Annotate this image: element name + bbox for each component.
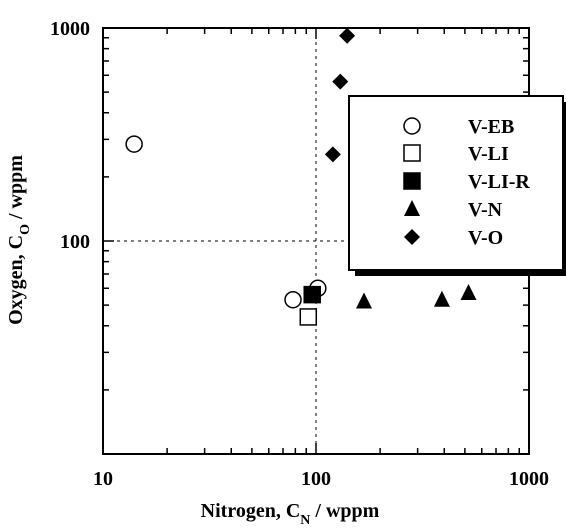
x-tick-label-10: 10 bbox=[93, 468, 113, 490]
data-point-v-o-2 bbox=[339, 27, 356, 44]
data-point-v-n-2 bbox=[460, 283, 477, 300]
data-point-v-eb-0 bbox=[125, 135, 143, 153]
x-tick-label-1000: 1000 bbox=[509, 468, 549, 490]
legend-label-v-n: V-N bbox=[468, 199, 503, 221]
legend-marker-v-o bbox=[404, 229, 420, 245]
x-axis-title-unit: / wppm bbox=[310, 500, 379, 522]
data-point-v-n-0 bbox=[355, 292, 372, 309]
legend-label-v-li: V-LI bbox=[468, 143, 509, 165]
data-point-v-o-0 bbox=[324, 146, 341, 163]
legend-marker-v-li bbox=[403, 144, 421, 162]
legend-label-v-o: V-O bbox=[468, 227, 503, 249]
legend-label-v-eb: V-EB bbox=[468, 116, 514, 138]
legend-box bbox=[348, 95, 564, 271]
data-point-v-li-0 bbox=[299, 308, 318, 326]
reference-lines bbox=[103, 28, 529, 454]
y-tick-label-1000: 1000 bbox=[50, 18, 90, 40]
data-point-v-o-1 bbox=[332, 73, 349, 90]
data-point-v-eb-1 bbox=[284, 290, 302, 309]
data-point-v-li-r-0 bbox=[303, 285, 321, 304]
legend-markers bbox=[403, 117, 421, 245]
legend: V-EB V-LI V-LI-R V-N V-O bbox=[348, 95, 566, 276]
x-axis-title-main: Nitrogen, C bbox=[201, 500, 301, 522]
y-axis-title-unit: / wppm bbox=[5, 155, 27, 224]
x-axis-title-sub: N bbox=[300, 513, 310, 528]
legend-marker-v-li-r bbox=[403, 172, 421, 190]
data-points bbox=[125, 27, 477, 326]
data-point-v-n-1 bbox=[433, 290, 450, 307]
x-axis-title: Nitrogen, CN / wppm bbox=[201, 500, 380, 528]
axis-ticks bbox=[103, 28, 529, 454]
x-tick-label-100: 100 bbox=[301, 468, 331, 490]
legend-label-v-li-r: V-LI-R bbox=[468, 171, 530, 193]
y-axis-title-sub: O bbox=[18, 224, 33, 235]
legend-marker-v-eb bbox=[403, 117, 421, 135]
y-axis-title: Oxygen, CO / wppm bbox=[5, 155, 33, 325]
legend-marker-v-n bbox=[404, 200, 420, 216]
y-axis-title-main: Oxygen, C bbox=[5, 235, 27, 325]
y-tick-label-100: 100 bbox=[60, 231, 90, 253]
